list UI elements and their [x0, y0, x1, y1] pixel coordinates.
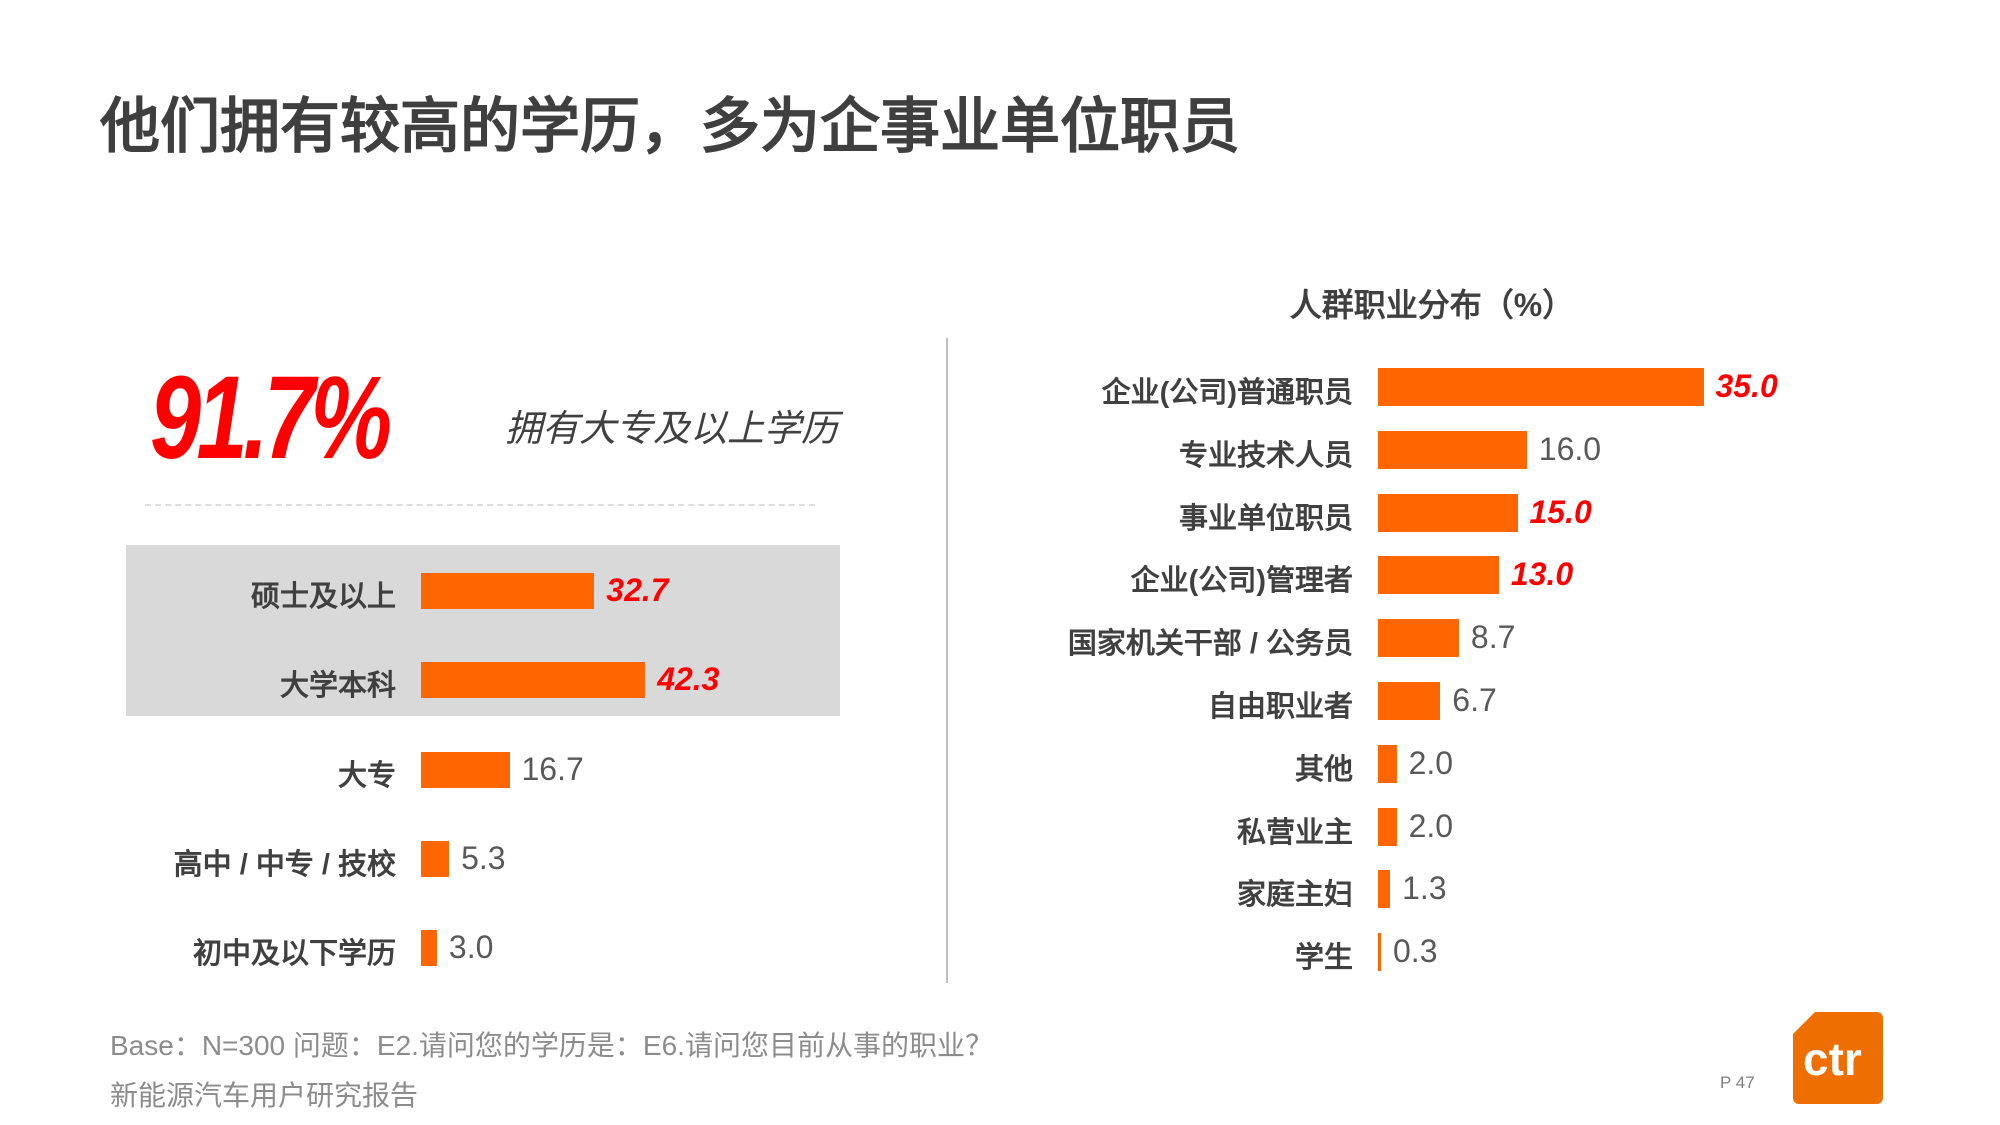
bar-category-label: 高中 / 中专 / 技校 — [173, 848, 396, 881]
bar-value-label: 15.0 — [1529, 493, 1592, 530]
footer-report: 新能源汽车用户研究报告 — [110, 1080, 419, 1111]
chart-title: 人群职业分布（%） — [1289, 287, 1575, 323]
bar — [1378, 619, 1459, 658]
bar-value-label: 0.3 — [1393, 933, 1438, 970]
footer-base: Base：N=300 问题：E2.请问您的学历是：E6.请问您目前从事的职业？ — [110, 1030, 993, 1061]
bar-category-label: 大专 — [337, 759, 396, 792]
bar-category-label: 企业(公司)管理者 — [1130, 565, 1353, 598]
bar-value-label: 5.3 — [461, 839, 506, 876]
bar — [1378, 368, 1704, 406]
bar-category-label: 企业(公司)普通职员 — [1101, 377, 1353, 409]
bar-value-label: 42.3 — [657, 661, 720, 698]
bar-value-label: 32.7 — [606, 572, 669, 608]
bar-category-label: 初中及以下学历 — [192, 938, 396, 971]
bar — [1378, 430, 1527, 469]
page-title: 他们拥有较高的学历，多为企事业单位职员 — [100, 93, 1240, 160]
ctr-logo: ctr — [1793, 1012, 1883, 1104]
highlight-value: 91.7% — [150, 352, 392, 484]
bar-value-label: 2.0 — [1408, 807, 1454, 844]
bar-value-label: 8.7 — [1470, 619, 1516, 656]
bar — [1378, 493, 1518, 532]
highlight-caption: 拥有大专及以上学历 — [505, 408, 838, 449]
bar — [421, 751, 510, 788]
bar-category-label: 学生 — [1294, 942, 1353, 975]
bar-value-label: 16.0 — [1538, 430, 1602, 467]
bar-value-label: 1.3 — [1402, 870, 1447, 907]
bar — [1378, 870, 1391, 909]
bar-category-label: 硕士及以上 — [250, 581, 396, 613]
bar-category-label: 自由职业者 — [1207, 691, 1353, 723]
bar-category-label: 专业技术人员 — [1178, 439, 1353, 472]
bar-category-label: 其他 — [1294, 753, 1353, 786]
bar-value-label: 35.0 — [1715, 368, 1778, 404]
bar — [421, 662, 646, 699]
bar-value-label: 6.7 — [1452, 682, 1497, 718]
bar — [421, 930, 437, 967]
bar-category-label: 国家机关干部 / 公务员 — [1067, 628, 1353, 661]
bar-category-label: 事业单位职员 — [1178, 502, 1353, 535]
bar — [1378, 744, 1397, 783]
bar-category-label: 私营业主 — [1236, 816, 1353, 849]
bar — [1378, 682, 1441, 720]
bar-value-label: 2.0 — [1408, 744, 1454, 781]
bar — [1378, 807, 1397, 846]
page-number: P 47 — [1720, 1073, 1755, 1092]
bar — [421, 840, 450, 877]
bar — [1378, 933, 1381, 972]
bar — [1378, 556, 1499, 595]
bar-category-label: 大学本科 — [279, 670, 396, 703]
bar-category-label: 家庭主妇 — [1236, 879, 1353, 912]
dashed-divider — [145, 504, 815, 506]
vertical-divider — [946, 338, 948, 983]
bar-value-label: 16.7 — [521, 750, 584, 787]
bar — [421, 573, 595, 609]
bar-value-label: 13.0 — [1510, 556, 1574, 593]
bar-value-label: 3.0 — [448, 929, 494, 966]
logo-text: ctr — [1803, 1033, 1862, 1085]
